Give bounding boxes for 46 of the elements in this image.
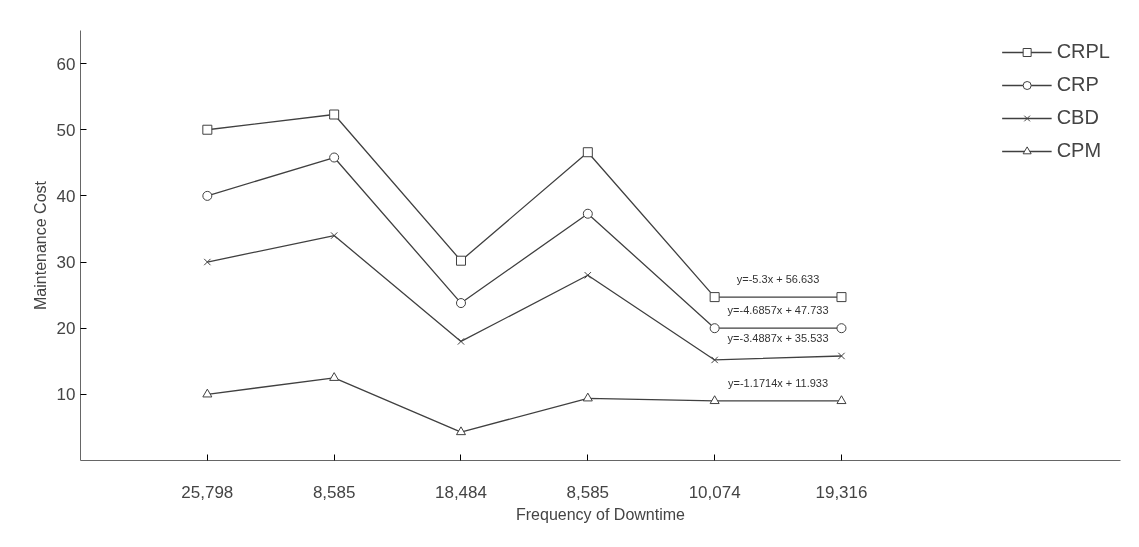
point xyxy=(203,258,212,266)
point xyxy=(329,372,340,381)
legend-label: CBD xyxy=(1056,106,1099,129)
point xyxy=(836,292,847,303)
point xyxy=(584,271,592,279)
point xyxy=(329,152,340,163)
point xyxy=(709,323,720,334)
annotation: y=-4.6857x + 47.733 xyxy=(727,304,829,317)
legend-label: CRP xyxy=(1056,73,1099,96)
point xyxy=(836,395,847,405)
point xyxy=(329,109,340,120)
legend-label: CRPL xyxy=(1056,40,1110,63)
point xyxy=(582,147,593,158)
point xyxy=(202,190,213,201)
y-tick-label: 50 xyxy=(56,120,76,140)
point xyxy=(202,124,213,135)
point xyxy=(582,392,593,402)
point xyxy=(836,323,847,334)
y-tick-label: 20 xyxy=(56,319,76,339)
point xyxy=(330,231,338,240)
annotation: y=-3.4887x + 35.533 xyxy=(727,331,829,344)
point xyxy=(455,426,466,436)
legend-label: CPM xyxy=(1056,139,1102,162)
x-tick-label: 8,585 xyxy=(312,482,356,502)
point xyxy=(455,255,466,266)
y-axis-title: Maintenance Cost xyxy=(31,180,49,310)
point xyxy=(709,395,720,405)
x-tick-label: 19,316 xyxy=(815,482,868,502)
y-tick-label: 40 xyxy=(56,186,76,206)
x-tick-label: 8,585 xyxy=(566,482,610,502)
point xyxy=(837,352,846,360)
x-tick-label: 25,798 xyxy=(181,482,234,502)
y-tick-label: 10 xyxy=(56,385,76,405)
point xyxy=(457,337,465,346)
point xyxy=(455,298,466,309)
annotation: y=-1.1714x + 11.933 xyxy=(728,376,829,389)
y-tick-label: 60 xyxy=(56,54,76,74)
annotation: y=-5.3x + 56.633 xyxy=(736,273,820,286)
x-tick-label: 18,484 xyxy=(434,482,487,502)
point xyxy=(710,356,719,364)
point xyxy=(202,388,213,398)
x-axis-title: Frequency of Downtime xyxy=(516,505,686,523)
point xyxy=(709,292,720,303)
y-tick-label: 30 xyxy=(56,253,76,273)
x-tick-label: 10,074 xyxy=(688,482,741,502)
point xyxy=(582,208,593,219)
